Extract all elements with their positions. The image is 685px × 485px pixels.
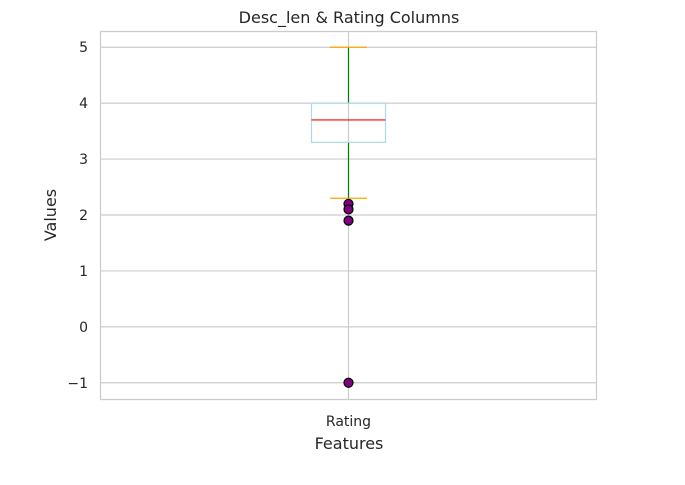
y-tick-label: 5 [79,40,88,56]
y-tick-label: 3 [79,152,88,168]
y-axis-label: Values [41,189,60,241]
marks [310,46,387,388]
outlier-point [343,377,354,388]
x-axis-label: Features [315,434,384,453]
chart-title: Desc_len & Rating Columns [239,8,460,28]
y-tick-labels: −1 0 1 2 3 4 5 [67,40,88,392]
y-tick-label: 2 [79,208,88,224]
y-tick-label: −1 [67,376,88,392]
outlier-point [343,204,354,215]
x-tick-labels: Rating [326,414,371,430]
x-tick-label: Rating [326,414,371,430]
outlier-point [343,215,354,226]
y-tick-label: 0 [79,320,88,336]
box [310,102,387,143]
y-tick-label: 4 [79,96,88,112]
y-tick-label: 1 [79,264,88,280]
plot-frame [99,30,598,401]
